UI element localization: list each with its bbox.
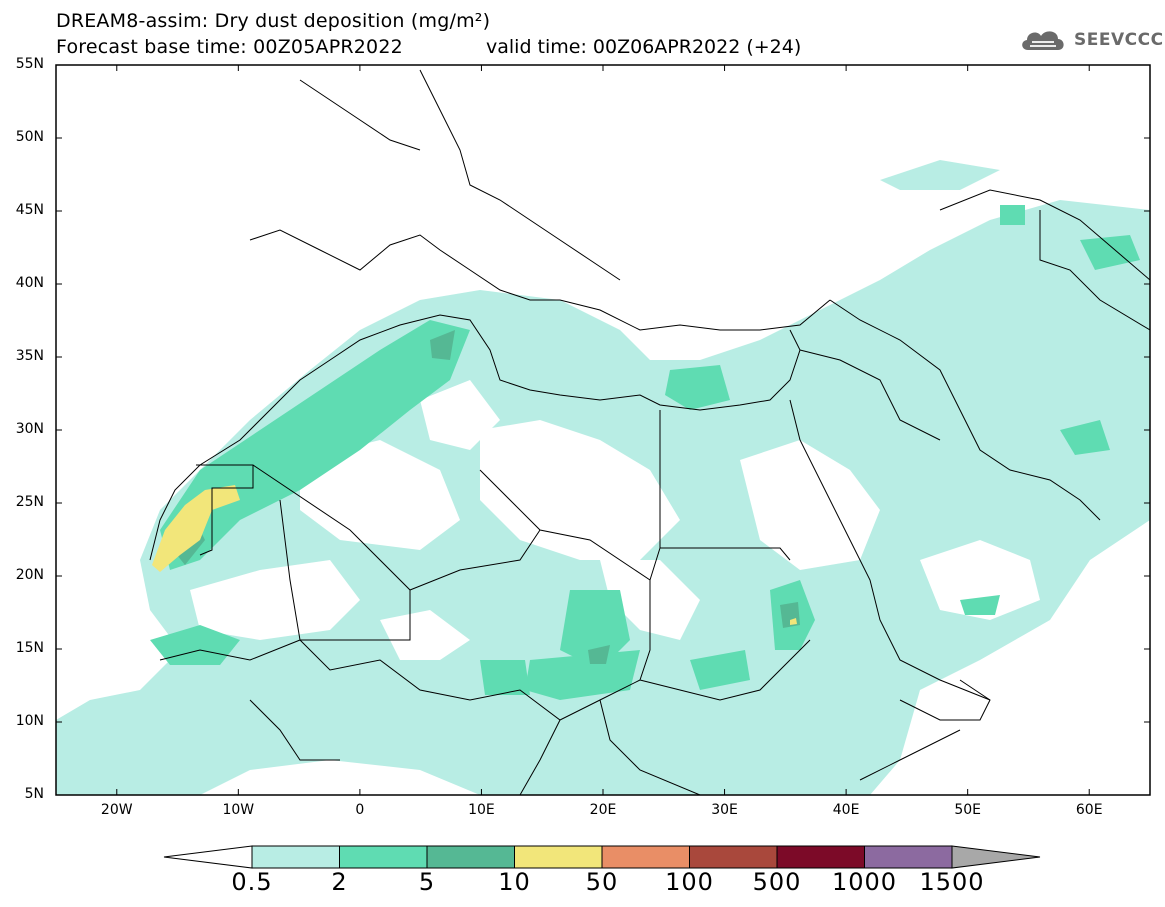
lat-label: 45N bbox=[15, 202, 44, 218]
lat-label: 25N bbox=[15, 494, 44, 510]
colorbar-segment bbox=[776, 845, 865, 869]
colorbar-label: 2 bbox=[331, 868, 348, 896]
colorbar-segment bbox=[339, 845, 428, 869]
dust-deposition-fields bbox=[56, 160, 1150, 795]
lon-label: 10E bbox=[468, 802, 495, 818]
colorbar-label: 500 bbox=[752, 868, 802, 896]
lon-label: 20E bbox=[589, 802, 617, 818]
colorbar-label: 10 bbox=[498, 868, 531, 896]
lat-label: 40N bbox=[15, 275, 44, 291]
colorbar-under-arrow bbox=[163, 845, 253, 869]
colorbar-segment bbox=[689, 845, 778, 869]
lon-label: 30E bbox=[711, 802, 738, 818]
colorbar-label: 5 bbox=[418, 868, 436, 896]
forecast-base-time: Forecast base time: 00Z05APR2022 bbox=[56, 36, 403, 58]
cloud-logo-icon bbox=[1022, 31, 1064, 50]
country-borders bbox=[149, 69, 1150, 795]
valid-time: valid time: 00Z06APR2022 (+24) bbox=[486, 36, 802, 58]
colorbar-segment bbox=[601, 845, 690, 869]
lon-label: 20W bbox=[100, 802, 133, 818]
colorbar-label: 0.5 bbox=[231, 868, 273, 896]
lon-label: 0 bbox=[355, 802, 365, 818]
lat-label: 10N bbox=[15, 713, 44, 729]
seevccc-logo: SEEVCCC bbox=[1018, 26, 1164, 54]
lon-label: 60E bbox=[1075, 802, 1103, 818]
lon-label: 50E bbox=[954, 802, 981, 818]
lat-label: 5N bbox=[24, 786, 44, 802]
colorbar-segment bbox=[251, 845, 340, 869]
colorbar bbox=[163, 845, 1041, 869]
lon-label: 40E bbox=[832, 802, 860, 818]
colorbar-label: 1000 bbox=[831, 868, 898, 896]
colorbar-over-arrow bbox=[951, 845, 1041, 869]
lat-label: 35N bbox=[15, 348, 44, 364]
colorbar-segment bbox=[426, 845, 515, 869]
lat-label: 55N bbox=[15, 56, 44, 72]
lat-label: 50N bbox=[15, 129, 44, 145]
colorbar-label: 1500 bbox=[919, 868, 985, 896]
axis-ticks bbox=[56, 64, 1150, 796]
colorbar-label: 100 bbox=[665, 868, 714, 896]
colorbar-segment bbox=[864, 845, 953, 869]
lat-label: 20N bbox=[15, 567, 44, 583]
lon-label: 10W bbox=[222, 802, 255, 818]
map-title: DREAM8-assim: Dry dust deposition (mg/m²… bbox=[56, 10, 491, 32]
colorbar-segment bbox=[514, 845, 603, 869]
lat-label: 30N bbox=[15, 421, 44, 437]
lat-label: 15N bbox=[15, 640, 44, 656]
colorbar-label: 50 bbox=[585, 868, 619, 896]
logo-text: SEEVCCC bbox=[1074, 30, 1164, 50]
